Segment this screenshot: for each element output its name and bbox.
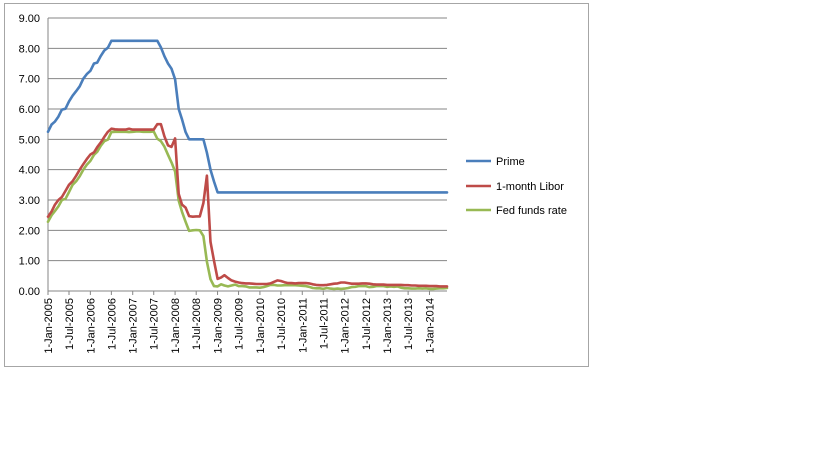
x-tick-label: 1-Jul-2009 — [234, 298, 246, 350]
x-tick-label: 1-Jan-2008 — [170, 298, 182, 354]
legend-label-fed-funds-rate: Fed funds rate — [496, 205, 567, 217]
x-tick-label: 1-Jul-2006 — [106, 298, 118, 350]
y-tick-label: 0.00 — [19, 286, 40, 298]
x-tick-label: 1-Jan-2006 — [85, 298, 97, 354]
legend-label-1-month-libor: 1-month Libor — [496, 181, 564, 193]
y-tick-label: 5.00 — [19, 134, 40, 146]
y-tick-label: 8.00 — [19, 43, 40, 55]
x-tick-label: 1-Jan-2010 — [255, 298, 267, 354]
x-tick-label: 1-Jul-2013 — [403, 298, 415, 350]
y-tick-label: 7.00 — [19, 74, 40, 86]
series-line-fed-funds-rate — [46, 130, 449, 291]
x-tick-label: 1-Jul-2008 — [191, 298, 203, 350]
series-line-1-month-libor — [46, 122, 449, 288]
chart-area — [4, 3, 589, 367]
x-tick-label: 1-Jul-2005 — [64, 298, 76, 350]
y-tick-label: 9.00 — [19, 13, 40, 25]
y-tick-label: 2.00 — [19, 225, 40, 237]
y-tick-label: 1.00 — [19, 256, 40, 268]
x-tick-label: 1-Jan-2009 — [213, 298, 225, 354]
series-line-prime — [46, 39, 449, 194]
x-tick-label: 1-Jan-2007 — [128, 298, 140, 354]
y-tick-label: 4.00 — [19, 165, 40, 177]
x-tick-label: 1-Jul-2012 — [361, 298, 373, 350]
x-tick-label: 1-Jan-2011 — [297, 298, 309, 353]
legend-label-prime: Prime — [496, 156, 525, 168]
x-tick-label: 1-Jul-2010 — [276, 298, 288, 350]
y-tick-label: 6.00 — [19, 104, 40, 116]
x-tick-label: 1-Jan-2012 — [340, 298, 352, 354]
y-tick-label: 3.00 — [19, 195, 40, 207]
x-tick-label: 1-Jul-2011 — [318, 298, 330, 349]
x-tick-label: 1-Jan-2014 — [424, 298, 436, 354]
x-tick-label: 1-Jan-2013 — [382, 298, 394, 354]
x-tick-label: 1-Jul-2007 — [149, 298, 161, 350]
x-tick-label: 1-Jan-2005 — [43, 298, 55, 354]
